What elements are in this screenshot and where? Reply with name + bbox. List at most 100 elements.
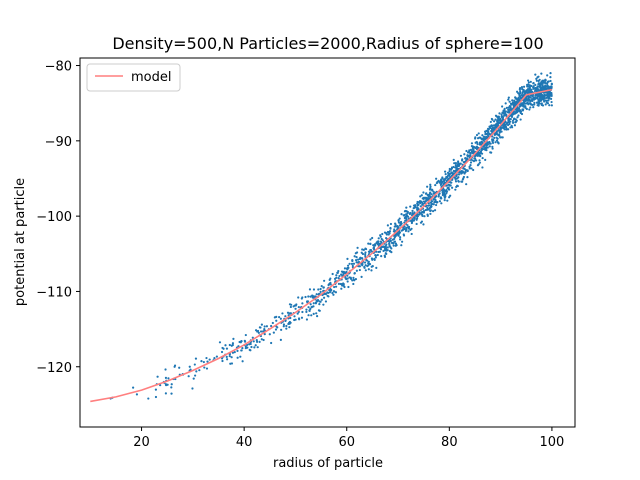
scatter-point <box>461 158 464 161</box>
scatter-point <box>156 375 159 378</box>
scatter-point <box>232 337 235 340</box>
scatter-point <box>547 99 550 102</box>
scatter-point <box>524 105 527 108</box>
scatter-point <box>539 99 542 102</box>
scatter-point <box>256 346 259 349</box>
scatter-point <box>380 241 383 244</box>
y-tick-label: −100 <box>36 210 72 225</box>
scatter-point <box>308 288 312 291</box>
scatter-point <box>505 122 508 125</box>
scatter-point <box>485 143 488 146</box>
scatter-point <box>388 240 391 243</box>
scatter-point <box>543 85 546 88</box>
scatter-point <box>472 168 475 172</box>
scatter-point <box>382 249 385 253</box>
scatter-point <box>513 101 516 104</box>
scatter-point <box>384 252 387 255</box>
scatter-point <box>527 79 530 82</box>
scatter-point <box>202 360 205 364</box>
scatter-point <box>198 369 201 372</box>
scatter-point <box>486 127 490 131</box>
scatter-point <box>527 99 530 102</box>
scatter-point <box>457 173 460 176</box>
scatter-point <box>528 108 531 111</box>
scatter-point <box>445 175 448 179</box>
chart-title: Density=500,N Particles=2000,Radius of s… <box>112 34 543 53</box>
scatter-point <box>454 178 457 181</box>
scatter-point <box>315 299 318 302</box>
scatter-point <box>428 204 431 207</box>
scatter-point <box>516 116 519 119</box>
scatter-point <box>537 92 540 96</box>
scatter-point <box>520 102 523 105</box>
scatter-point <box>372 246 375 249</box>
scatter-point <box>178 366 181 369</box>
scatter-point <box>528 89 531 92</box>
scatter-point <box>540 95 543 98</box>
scatter-point <box>464 170 467 173</box>
scatter-point <box>358 265 361 268</box>
scatter-point <box>380 255 383 258</box>
scatter-point <box>191 387 194 390</box>
scatter-point <box>192 377 195 380</box>
scatter-point <box>319 287 322 291</box>
scatter-point <box>347 285 350 289</box>
scatter-point <box>413 211 416 214</box>
scatter-point <box>466 151 470 154</box>
scatter-point <box>284 315 287 318</box>
scatter-point <box>391 238 394 241</box>
x-tick-label: 40 <box>236 435 253 450</box>
scatter-point <box>501 136 504 139</box>
scatter-point <box>505 106 508 109</box>
scatter-point <box>413 216 416 219</box>
scatter-point <box>314 301 318 304</box>
scatter-point <box>522 108 525 111</box>
scatter-point <box>373 258 376 261</box>
scatter-point <box>367 260 370 263</box>
scatter-point <box>233 351 236 354</box>
scatter-point <box>477 163 480 166</box>
scatter-point <box>195 370 198 373</box>
scatter-point <box>371 236 374 240</box>
scatter-point <box>448 169 451 173</box>
scatter-point <box>385 232 388 235</box>
scatter-point <box>262 338 265 342</box>
scatter-point <box>434 183 437 187</box>
scatter-point <box>550 82 553 85</box>
scatter-point <box>206 360 209 363</box>
scatter-point <box>351 259 354 262</box>
scatter-point <box>533 89 537 93</box>
scatter-point <box>432 190 435 193</box>
scatter-point <box>254 344 257 347</box>
scatter-point <box>164 384 168 387</box>
scatter-point <box>492 139 495 142</box>
scatter-point <box>550 100 553 104</box>
scatter-point <box>241 360 244 363</box>
scatter-point <box>394 225 397 228</box>
scatter-point <box>479 143 482 146</box>
scatter-point <box>417 201 421 204</box>
scatter-point <box>444 195 447 198</box>
scatter-point <box>328 291 332 294</box>
scatter-point <box>456 165 459 168</box>
scatter-point <box>433 209 437 212</box>
scatter-point <box>473 157 476 160</box>
scatter-point <box>319 290 322 293</box>
scatter-point <box>307 306 310 309</box>
scatter-point <box>301 310 304 314</box>
scatter-point <box>470 142 474 145</box>
scatter-point <box>229 362 232 365</box>
scatter-point <box>255 339 258 342</box>
scatter-point <box>516 109 519 112</box>
scatter-point <box>404 209 407 213</box>
scatter-point <box>393 236 396 239</box>
scatter-point <box>358 268 361 272</box>
scatter-point <box>419 221 423 224</box>
x-axis-label: radius of particle <box>273 456 383 471</box>
scatter-point <box>392 244 395 247</box>
scatter-point <box>400 213 403 216</box>
x-tick-label: 60 <box>338 435 355 450</box>
scatter-point <box>324 300 328 303</box>
scatter-point <box>353 272 356 275</box>
scatter-point <box>352 276 355 279</box>
